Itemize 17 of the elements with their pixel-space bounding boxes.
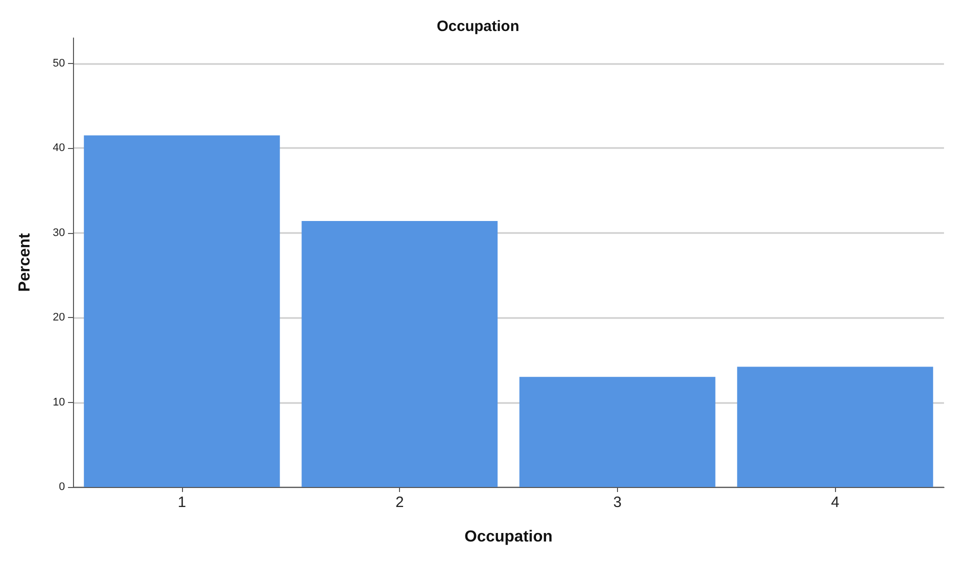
y-axis-title: Percent bbox=[16, 232, 34, 292]
x-tick-label: 3 bbox=[613, 494, 622, 511]
x-axis-title: Occupation bbox=[464, 528, 553, 546]
y-tick-label: 40 bbox=[52, 142, 65, 154]
x-tick-label: 2 bbox=[395, 494, 404, 511]
y-tick-label: 30 bbox=[52, 226, 65, 239]
chart-title: Occupation bbox=[436, 18, 520, 35]
y-tick-label: 0 bbox=[58, 481, 65, 493]
x-tick-label: 4 bbox=[830, 494, 840, 511]
x-tick-label: 1 bbox=[178, 494, 186, 511]
y-tick-label: 50 bbox=[52, 57, 65, 70]
bar bbox=[737, 366, 934, 487]
y-tick-label: 10 bbox=[52, 396, 65, 408]
bar bbox=[84, 135, 280, 487]
bar bbox=[302, 220, 498, 487]
y-tick-label: 20 bbox=[52, 312, 65, 324]
bar bbox=[519, 376, 716, 487]
